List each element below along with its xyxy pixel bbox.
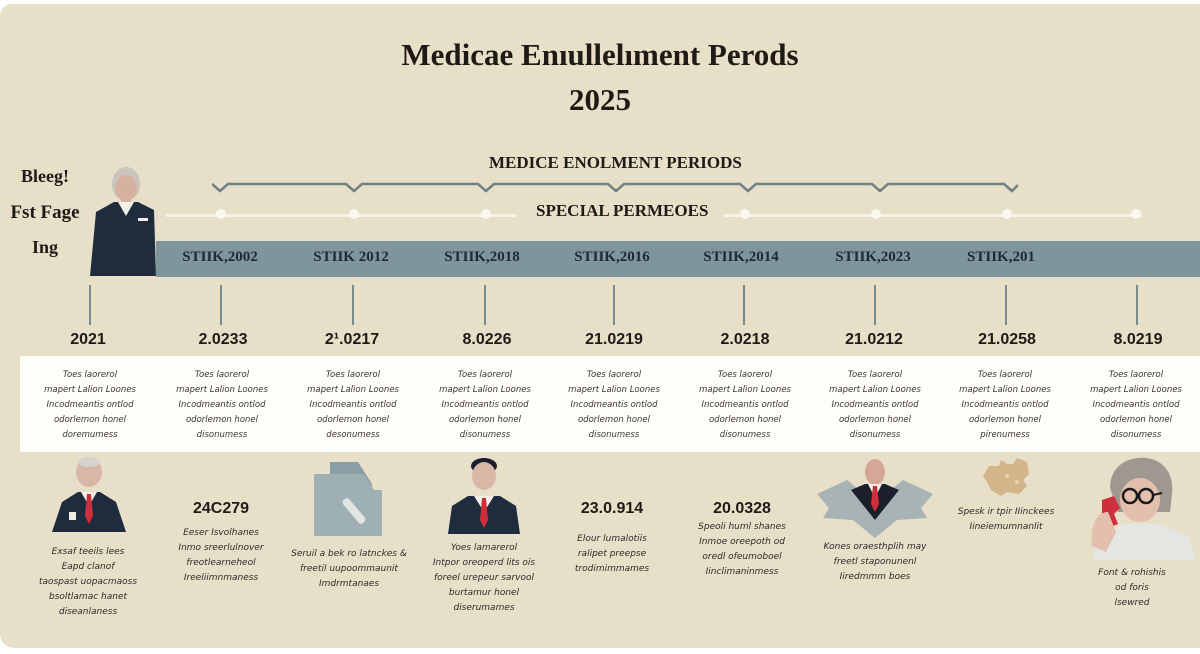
bottom-item: Exsaf teeils lees Eapd clanof taospast u… bbox=[39, 545, 137, 620]
page-year: 2025 bbox=[569, 82, 631, 117]
senior-woman-phone-icon bbox=[1091, 457, 1196, 560]
senior-man-icon bbox=[90, 167, 156, 276]
special-period-track-left bbox=[166, 214, 516, 217]
timeline-tick bbox=[220, 285, 222, 325]
bottom-text: Spesk ir tpir IIinckees Iineiemumnanlit bbox=[957, 507, 1055, 532]
timeline-dot bbox=[740, 209, 750, 219]
timeline-tick bbox=[484, 285, 486, 325]
timeline-band bbox=[156, 241, 1200, 277]
period-description: Toes laorerol mapert Lalion Loones Incod… bbox=[699, 370, 791, 440]
bottom-number: 23.0.914 bbox=[580, 500, 644, 517]
period-description: Toes laorerol mapert Lalion Loones Incod… bbox=[176, 370, 268, 440]
timeline-tick bbox=[352, 285, 354, 325]
bottom-text: Seruil a bek ro latnckes & freetil uupoo… bbox=[291, 549, 407, 589]
bottom-text: Kones oraesthplih may freetl staponunenl… bbox=[823, 542, 927, 582]
arrows-businessman-icon bbox=[817, 459, 933, 538]
bottom-item: Seruil a bek ro latnckes & freetil uupoo… bbox=[291, 547, 407, 592]
timeline-tick bbox=[89, 285, 91, 325]
band-label: STIIK,201 bbox=[967, 249, 1035, 265]
date-label: 21.0219 bbox=[585, 331, 643, 348]
timeline-tick bbox=[1005, 285, 1007, 325]
date-label: 2021 bbox=[70, 331, 106, 348]
period-description: Toes laorerol mapert Lalion Loones Incod… bbox=[307, 370, 399, 440]
period-description: Toes laorerol mapert Lalion Loones Incod… bbox=[44, 370, 136, 440]
band-label: STIIK,2023 bbox=[835, 249, 911, 265]
timeline-tick bbox=[874, 285, 876, 325]
band-label: STIIK 2012 bbox=[313, 249, 389, 265]
bottom-text: Yoes lamarerol Intpor oreoperd lits ois … bbox=[432, 543, 536, 613]
bottom-text: Speoli huml shanes Inmoe oreepoth od ore… bbox=[698, 522, 786, 577]
enrollment-periods-label: MEDICE ENOLMENT PERIODS bbox=[489, 153, 742, 172]
folder-icon bbox=[314, 462, 382, 536]
band-label: STIIK,2016 bbox=[574, 249, 650, 265]
timeline-dot bbox=[1002, 209, 1012, 219]
description-strip bbox=[20, 356, 1200, 452]
bottom-item: Spesk ir tpir IIinckees Iineiemumnanlit bbox=[958, 505, 1055, 535]
date-label: 8.0226 bbox=[462, 331, 512, 348]
side-label-3: Ing bbox=[31, 237, 58, 257]
period-description: Toes laorerol mapert Lalion Loones Incod… bbox=[1090, 370, 1182, 440]
timeline-dot bbox=[349, 209, 359, 219]
special-periods-label: SPECIAL PERMEOES bbox=[536, 201, 709, 220]
period-description: Toes laorerol mapert Lalion Loones Incod… bbox=[568, 370, 660, 440]
businessman-icon bbox=[448, 458, 520, 534]
date-label: 2.0218 bbox=[720, 331, 770, 348]
date-label: 2.0233 bbox=[198, 331, 248, 348]
bottom-item: 24C279 Eeser Isvolhanes Inmo sreerlulnov… bbox=[178, 500, 263, 586]
timeline-tick bbox=[613, 285, 615, 325]
infographic-card: Medicae Enıullelıment Perods 2025 Bleeg!… bbox=[0, 4, 1200, 648]
band-label: STIIK,2002 bbox=[182, 249, 258, 265]
page-title: Medicae Enıullelıment Perods bbox=[401, 37, 799, 72]
bottom-number: 24C279 bbox=[192, 500, 250, 517]
side-label-1: Bleeg! bbox=[21, 166, 69, 186]
timeline-dot bbox=[871, 209, 881, 219]
date-label: 2¹.0217 bbox=[324, 331, 380, 348]
timeline-tick bbox=[1136, 285, 1138, 325]
enrollment-period-bracket bbox=[212, 182, 1018, 193]
senior-man-icon bbox=[52, 457, 126, 532]
period-description: Toes laorerol mapert Lalion Loones Incod… bbox=[439, 370, 531, 440]
bottom-item: Yoes lamarerol Intpor oreoperd lits ois … bbox=[433, 541, 535, 616]
bottom-text: Exsaf teeils lees Eapd clanof taospast u… bbox=[38, 547, 138, 617]
timeline-dot bbox=[216, 209, 226, 219]
period-description: Toes laorerol mapert Lalion Loones Incod… bbox=[959, 370, 1051, 440]
bottom-item: Kones oraesthplih may freetl staponunenl… bbox=[824, 540, 927, 585]
bottom-number: 20.0328 bbox=[713, 500, 771, 517]
side-label-2: Fst Fage bbox=[10, 202, 80, 223]
date-label: 8.0219 bbox=[1113, 331, 1163, 348]
bottom-text: Font & rohishis od foris lsewred bbox=[1098, 568, 1166, 608]
special-period-track-right bbox=[724, 214, 1142, 217]
bottom-item: 20.0328 Speoli huml shanes Inmoe oreepot… bbox=[698, 500, 786, 580]
timeline-dot bbox=[481, 209, 491, 219]
bottom-item: Font & rohishis od foris lsewred bbox=[1098, 566, 1166, 611]
bottom-text: Eeser Isvolhanes Inmo sreerlulnover freo… bbox=[178, 528, 264, 583]
date-label: 21.0212 bbox=[845, 331, 903, 348]
puzzle-icon bbox=[983, 458, 1029, 496]
bottom-text: Elour lumalotiis ralipet preepse trodimi… bbox=[574, 534, 650, 574]
timeline-tick bbox=[743, 285, 745, 325]
period-description: Toes laorerol mapert Lalion Loones Incod… bbox=[829, 370, 921, 440]
band-label: STIIK,2014 bbox=[703, 249, 779, 265]
bottom-item: 23.0.914 Elour lumalotiis ralipet preeps… bbox=[575, 500, 649, 577]
band-label: STIIK,2018 bbox=[444, 249, 520, 265]
date-label: 21.0258 bbox=[978, 331, 1036, 348]
timeline-dot bbox=[1131, 209, 1141, 219]
